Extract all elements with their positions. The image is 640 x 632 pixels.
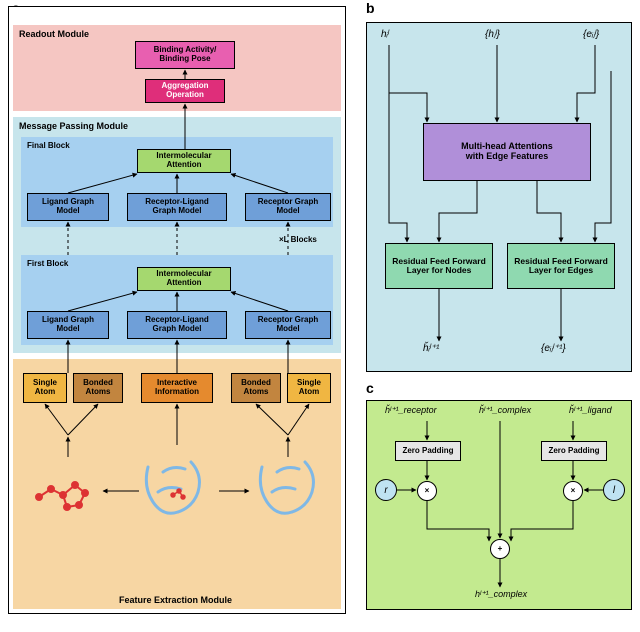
binding-box: Binding Activity/ Binding Pose bbox=[135, 41, 235, 69]
receptor-graph-final: Receptor Graph Model bbox=[245, 193, 331, 221]
ffn-nodes: Residual Feed Forward Layer for Nodes bbox=[385, 243, 493, 289]
complex-icon bbox=[133, 447, 223, 537]
b-in-eij: {eᵢⱼˡ} bbox=[583, 29, 599, 40]
b-out-e: {eᵢⱼˡ⁺¹} bbox=[541, 343, 566, 354]
r-scalar: r bbox=[375, 479, 397, 501]
mult-r: × bbox=[563, 481, 583, 501]
panel-b: hᵢˡ {hⱼˡ} {eᵢⱼˡ} Multi-head Attentions w… bbox=[366, 22, 632, 372]
ligand-graph-first: Ligand Graph Model bbox=[27, 311, 109, 339]
l-scalar: l bbox=[603, 479, 625, 501]
panel-c-arrows bbox=[367, 401, 633, 611]
c-out: hˡ⁺¹_complex bbox=[475, 589, 527, 600]
bonded-atoms-r: Bonded Atoms bbox=[231, 373, 281, 403]
panel-a: Readout Module Binding Activity/ Binding… bbox=[8, 6, 346, 614]
single-atom-r: Single Atom bbox=[287, 373, 331, 403]
receptor-graph-first: Receptor Graph Model bbox=[245, 311, 331, 339]
b-in-hj: {hⱼˡ} bbox=[485, 29, 500, 40]
zero-pad-r: Zero Padding bbox=[541, 441, 607, 461]
receptor-icon bbox=[247, 447, 337, 537]
b-out-n: ȟᵢˡ⁺¹ bbox=[423, 343, 439, 354]
bonded-atoms-l: Bonded Atoms bbox=[73, 373, 123, 403]
b-in-hi: hᵢˡ bbox=[381, 29, 389, 40]
panel-c: ȟˡ⁺¹_receptor ȟˡ⁺¹_complex ȟˡ⁺¹_ligand Z… bbox=[366, 400, 632, 610]
rl-graph-final: Receptor-Ligand Graph Model bbox=[127, 193, 227, 221]
c-hr: ȟˡ⁺¹_receptor bbox=[385, 405, 437, 416]
c-hc: ȟˡ⁺¹_complex bbox=[479, 405, 531, 416]
c-hl: ȟˡ⁺¹_ligand bbox=[569, 405, 612, 416]
ligand-molecule-icon bbox=[29, 457, 99, 517]
readout-title: Readout Module bbox=[19, 29, 89, 39]
first-block-label: First Block bbox=[27, 259, 68, 268]
panel-b-label: b bbox=[366, 0, 375, 16]
rl-graph-first: Receptor-Ligand Graph Model bbox=[127, 311, 227, 339]
mult-l: × bbox=[417, 481, 437, 501]
interactive-info: Interactive Information bbox=[141, 373, 213, 403]
ffn-edges: Residual Feed Forward Layer for Edges bbox=[507, 243, 615, 289]
fem-title: Feature Extraction Module bbox=[119, 595, 232, 605]
mha-box: Multi-head Attentions with Edge Features bbox=[423, 123, 591, 181]
aggregation-box: Aggregation Operation bbox=[145, 79, 225, 103]
ligand-graph-final: Ligand Graph Model bbox=[27, 193, 109, 221]
panel-c-label: c bbox=[366, 380, 374, 396]
zero-pad-l: Zero Padding bbox=[395, 441, 461, 461]
inter-attn-first: Intermolecular Attention bbox=[137, 267, 231, 291]
inter-attn-final: Intermolecular Attention bbox=[137, 149, 231, 173]
single-atom-l: Single Atom bbox=[23, 373, 67, 403]
final-block-label: Final Block bbox=[27, 141, 70, 150]
panel-b-arrows bbox=[367, 23, 633, 373]
mpm-title: Message Passing Module bbox=[19, 121, 128, 131]
add-node: + bbox=[490, 539, 510, 559]
xl-label: ×L Blocks bbox=[279, 235, 317, 244]
